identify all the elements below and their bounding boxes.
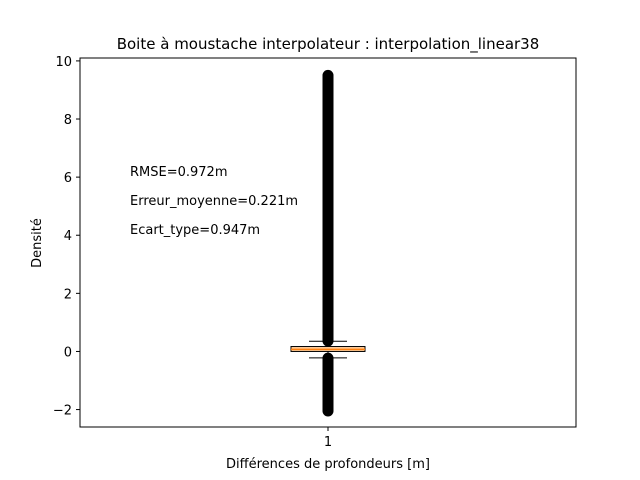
stats-annotation: RMSE=0.972m: [130, 165, 228, 180]
y-tick-label: 8: [64, 113, 72, 128]
y-tick-label: 0: [64, 345, 72, 360]
x-tick-label: 1: [324, 435, 332, 450]
y-tick-label: 2: [64, 287, 72, 302]
y-tick-label: −2: [53, 404, 72, 419]
stats-annotations: RMSE=0.972m Erreur_moyenne=0.221m Ecart_ty…: [130, 165, 298, 238]
y-axis-label: Densité: [30, 218, 45, 268]
y-tick-label: 6: [64, 171, 72, 186]
y-tick-label: 4: [64, 229, 72, 244]
chart-title: Boite à moustache interpolateur : interp…: [117, 35, 540, 54]
stats-annotation: Ecart_type=0.947m: [130, 223, 260, 238]
y-tick-label: 10: [55, 55, 72, 70]
x-axis-label: Différences de profondeurs [m]: [226, 457, 430, 472]
plot-area: −2 0 2 4 6 8 10 1: [53, 55, 577, 450]
stats-annotation: Erreur_moyenne=0.221m: [130, 194, 298, 209]
